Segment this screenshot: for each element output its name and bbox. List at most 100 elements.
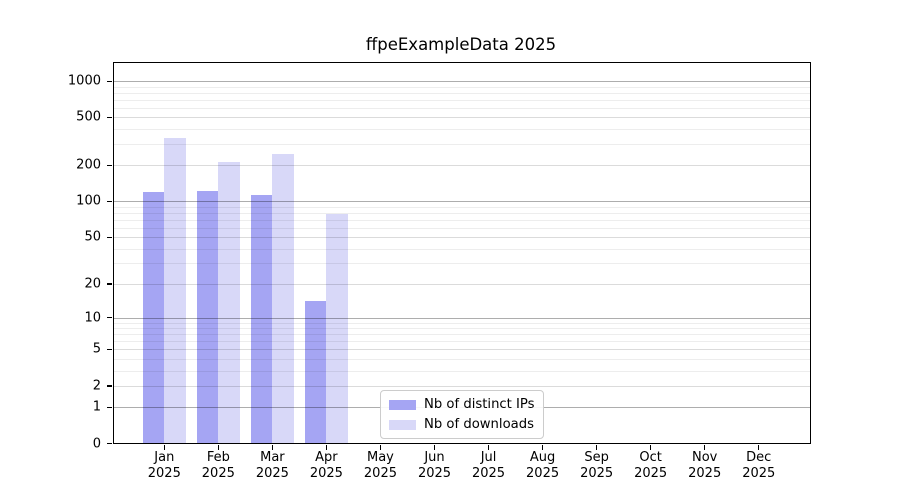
x-tick-label-sep: Sep 2025 — [565, 450, 629, 482]
x-tick-month: Oct — [639, 450, 662, 465]
x-tick-mark-apr — [325, 444, 328, 450]
x-tick-mark-mar — [271, 444, 274, 450]
gridline-90 — [112, 206, 811, 208]
x-tick-year: 2025 — [255, 466, 289, 481]
x-tick-month: Mar — [260, 450, 285, 465]
chart-title: ffpeExampleData 2025 — [365, 35, 557, 54]
x-tick-label-mar: Mar 2025 — [240, 450, 304, 482]
y-tick-mark-5 — [107, 348, 112, 351]
y-tick-label-500: 500 — [76, 109, 101, 125]
gridline-800 — [112, 92, 811, 94]
bar-nb-of-downloads-mar — [272, 154, 295, 444]
gridline-100 — [112, 201, 811, 203]
gridline-5 — [112, 349, 811, 351]
bar-nb-of-downloads-jan — [164, 137, 186, 444]
x-tick-year: 2025 — [417, 466, 452, 481]
legend-item-downloads: Nb of downloads — [389, 416, 543, 432]
x-tick-month: Sep — [584, 450, 609, 465]
x-tick-mark-jan — [163, 444, 165, 450]
gridline-60 — [112, 227, 811, 229]
x-tick-month: Aug — [529, 450, 556, 465]
x-tick-label-nov: Nov 2025 — [673, 450, 737, 482]
y-tick-label-100: 100 — [76, 193, 101, 209]
y-tick-label-20: 20 — [84, 276, 101, 292]
gridline-6 — [112, 341, 811, 343]
x-tick-year: 2025 — [580, 466, 614, 481]
x-tick-mark-nov — [704, 444, 706, 450]
x-tick-year: 2025 — [688, 466, 722, 481]
y-tick-label-50: 50 — [84, 229, 101, 245]
gridline-30 — [112, 263, 811, 265]
x-tick-year: 2025 — [634, 466, 668, 481]
x-tick-label-apr: Apr 2025 — [294, 450, 358, 482]
gridline-600 — [112, 107, 811, 109]
gridline-1000 — [112, 81, 811, 83]
x-tick-label-oct: Oct 2025 — [619, 450, 683, 482]
bar-nb-of-distinct-ips-apr — [304, 301, 327, 444]
x-tick-year: 2025 — [526, 466, 560, 481]
x-tick-label-dec: Dec 2025 — [727, 450, 791, 482]
x-tick-mark-sep — [596, 444, 598, 450]
legend-item-distinct-ips: Nb of distinct IPs — [389, 396, 543, 412]
x-tick-month: Nov — [692, 450, 718, 465]
y-tick-label-0: 0 — [92, 436, 101, 451]
gridline-10 — [112, 317, 811, 319]
legend-swatch-distinct-ips — [389, 399, 416, 410]
x-tick-month: May — [367, 450, 394, 465]
x-tick-month: Jan — [154, 450, 175, 465]
x-tick-month: Jun — [424, 450, 445, 465]
gridline-200 — [112, 165, 811, 167]
gridline-70 — [112, 219, 811, 221]
y-tick-label-1000: 1000 — [67, 73, 101, 89]
y-tick-label-1: 1 — [92, 399, 101, 415]
gridline-700 — [112, 99, 811, 101]
x-tick-month: Dec — [746, 450, 772, 465]
x-tick-label-jun: Jun 2025 — [403, 450, 467, 482]
x-tick-mark-oct — [650, 444, 652, 450]
y-tick-mark-10 — [107, 317, 112, 319]
x-tick-label-jan: Jan 2025 — [132, 450, 196, 482]
y-tick-mark-2 — [107, 385, 112, 387]
y-tick-mark-500 — [107, 116, 112, 119]
x-tick-month: Feb — [206, 450, 230, 465]
bar-nb-of-downloads-apr — [326, 214, 349, 444]
x-tick-year: 2025 — [471, 466, 506, 481]
y-tick-mark-0 — [107, 443, 112, 445]
gridline-8 — [112, 328, 811, 330]
y-tick-mark-100 — [107, 200, 112, 203]
gridline-4 — [112, 359, 811, 361]
legend-label-distinct-ips: Nb of distinct IPs — [424, 396, 535, 412]
y-tick-label-5: 5 — [92, 341, 101, 357]
legend-label-downloads: Nb of downloads — [424, 416, 534, 432]
gridline-900 — [112, 86, 811, 88]
y-tick-mark-50 — [107, 236, 112, 239]
y-tick-label-200: 200 — [76, 157, 101, 173]
legend-swatch-downloads — [389, 419, 416, 430]
x-tick-month: Apr — [315, 450, 338, 465]
y-tick-mark-200 — [107, 164, 112, 167]
x-tick-label-jul: Jul 2025 — [457, 450, 521, 482]
x-tick-month: Jul — [480, 450, 497, 465]
y-tick-label-2: 2 — [92, 378, 101, 394]
x-tick-mark-aug — [541, 444, 544, 450]
bar-nb-of-distinct-ips-jan — [142, 192, 165, 444]
x-tick-year: 2025 — [363, 466, 397, 481]
x-tick-label-aug: Aug 2025 — [511, 450, 575, 482]
x-tick-mark-feb — [217, 444, 220, 450]
gridline-80 — [112, 212, 811, 214]
legend: Nb of distinct IPs Nb of downloads — [380, 390, 544, 439]
x-tick-year: 2025 — [309, 466, 343, 481]
x-tick-label-feb: Feb 2025 — [186, 450, 250, 482]
gridline-3 — [112, 370, 811, 372]
x-tick-year: 2025 — [742, 466, 776, 481]
x-tick-mark-jun — [433, 444, 436, 450]
x-tick-label-may: May 2025 — [348, 450, 412, 482]
gridline-50 — [112, 237, 811, 239]
x-tick-mark-dec — [758, 444, 760, 450]
y-tick-mark-1 — [107, 406, 112, 408]
gridline-7 — [112, 334, 811, 336]
gridline-400 — [112, 129, 811, 131]
x-tick-mark-jul — [487, 444, 490, 450]
gridline-20 — [112, 283, 811, 285]
